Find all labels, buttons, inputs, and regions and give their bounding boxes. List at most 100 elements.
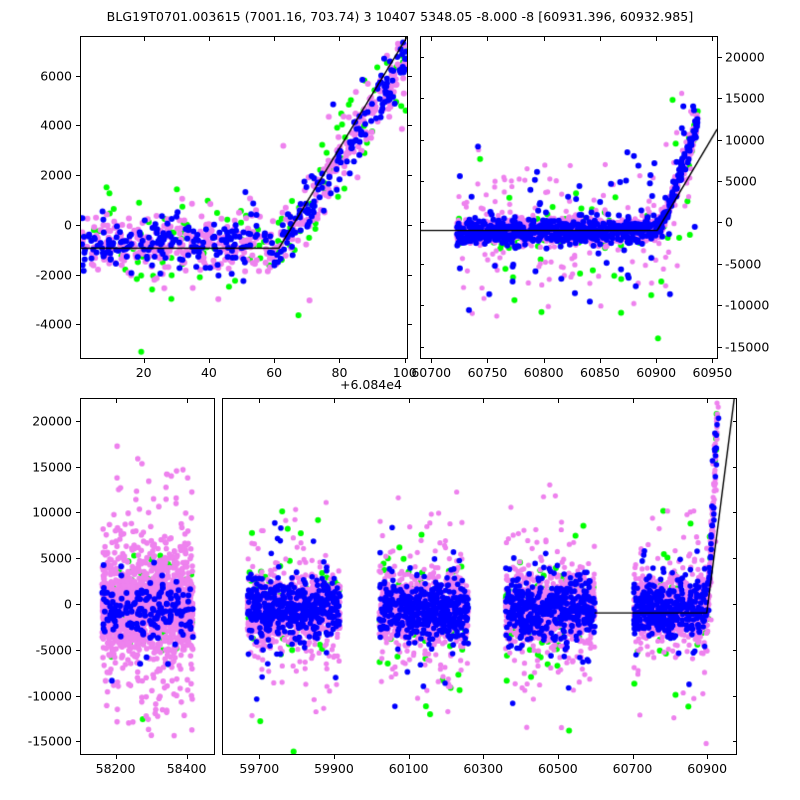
y-tick-label-top-right: -10000	[725, 297, 770, 313]
y-axis-tick	[76, 741, 80, 743]
x-tick-label-bottom: 60700	[612, 761, 653, 776]
y-axis-tick	[76, 603, 80, 605]
y-axis-tick	[718, 98, 722, 100]
x-axis-tick	[632, 399, 634, 403]
y-tick-label-top-left: 6000	[40, 68, 72, 84]
x-axis-tick	[656, 37, 658, 41]
x-tick-label-bottom: 60300	[463, 761, 504, 776]
x-tick-label-top-right: 60950	[692, 365, 733, 380]
x-axis-tick	[543, 359, 545, 363]
x-tick-label-top-left: 20	[135, 365, 152, 380]
x-axis-tick	[487, 359, 489, 363]
x-tick-label-bottom: 59900	[314, 761, 354, 776]
x-axis-tick	[408, 755, 410, 759]
x-tick-label-top-left: 60	[266, 365, 283, 380]
x-axis-tick	[557, 755, 559, 759]
scatter-canvas-bottom-early	[81, 399, 214, 754]
y-tick-label-bottom: 5000	[40, 550, 72, 566]
x-axis-tick	[274, 37, 276, 41]
x-axis-tick	[186, 399, 188, 403]
y-axis-tick	[420, 346, 424, 348]
x-tick-label-bottom: 58200	[95, 761, 136, 776]
x-axis-tick	[632, 755, 634, 759]
x-tick-label-top-right: 60900	[636, 365, 677, 380]
x-axis-tick	[115, 755, 117, 759]
x-tick-label-top-right: 60700	[411, 365, 452, 380]
y-axis-tick	[733, 466, 737, 468]
x-axis-tick	[186, 755, 188, 759]
y-tick-label-top-right: 20000	[725, 49, 765, 65]
x-axis-tick	[487, 37, 489, 41]
y-axis-tick	[76, 125, 80, 127]
y-axis-tick	[76, 558, 80, 560]
y-tick-label-top-right: 0	[725, 214, 733, 230]
y-tick-label-top-left: -2000	[35, 267, 72, 283]
x-axis-tick	[557, 399, 559, 403]
x-axis-tick	[712, 359, 714, 363]
y-axis-tick	[408, 224, 412, 226]
y-axis-tick	[76, 175, 80, 177]
y-axis-tick	[420, 56, 424, 58]
y-tick-label-top-left: 4000	[40, 117, 72, 133]
y-axis-tick	[420, 139, 424, 141]
x-axis-tick	[404, 37, 406, 41]
y-tick-label-top-left: 0	[64, 217, 72, 233]
x-axis-tick	[404, 359, 406, 363]
x-tick-label-bottom: 58400	[166, 761, 207, 776]
y-axis-tick	[718, 139, 722, 141]
panel-bottom-segment-late[interactable]	[222, 398, 737, 755]
y-axis-tick	[76, 695, 80, 697]
y-axis-tick	[718, 346, 722, 348]
x-axis-tick	[712, 37, 714, 41]
y-axis-tick	[733, 512, 737, 514]
y-axis-tick	[76, 75, 80, 77]
y-tick-label-top-right: -5000	[725, 256, 762, 272]
x-tick-label-bottom: 59700	[239, 761, 280, 776]
x-axis-tick	[408, 399, 410, 403]
x-axis-tick	[599, 359, 601, 363]
x-axis-tick	[707, 399, 709, 403]
y-axis-tick	[408, 324, 412, 326]
y-tick-label-bottom: -10000	[27, 688, 72, 703]
y-axis-tick	[718, 222, 722, 224]
x-axis-tick	[431, 37, 433, 41]
panel-bottom-segment-early[interactable]	[80, 398, 215, 755]
x-tick-label-top-right: 60850	[580, 365, 620, 380]
y-axis-tick	[420, 180, 424, 182]
y-axis-tick	[718, 305, 722, 307]
y-axis-tick	[76, 649, 80, 651]
y-axis-tick	[718, 56, 722, 58]
x-axis-tick	[274, 359, 276, 363]
x-tick-label-top-left: 40	[200, 365, 217, 380]
y-tick-label-bottom: 15000	[32, 459, 72, 475]
x-axis-tick	[259, 755, 261, 759]
x-axis-tick	[115, 399, 117, 403]
x-axis-tick	[707, 755, 709, 759]
x-axis-tick	[431, 359, 433, 363]
x-tick-label-top-left: 100	[392, 365, 417, 380]
y-axis-tick	[733, 603, 737, 605]
x-axis-tick	[208, 359, 210, 363]
y-tick-label-top-right: 15000	[725, 90, 765, 106]
y-axis-tick	[733, 558, 737, 560]
y-axis-tick	[408, 125, 412, 127]
y-tick-label-bottom: 0	[64, 596, 72, 612]
y-axis-tick	[733, 649, 737, 651]
x-tick-label-top-left: 80	[331, 365, 348, 380]
panel-top-left-zoom[interactable]	[80, 36, 408, 359]
y-tick-label-bottom: -15000	[27, 733, 72, 749]
y-axis-tick	[718, 180, 722, 182]
y-axis-tick	[733, 695, 737, 697]
y-axis-tick	[76, 324, 80, 326]
y-axis-tick	[76, 224, 80, 226]
x-axis-tick	[333, 399, 335, 403]
y-tick-label-bottom: 20000	[32, 413, 72, 429]
x-axis-tick	[259, 399, 261, 403]
y-tick-label-top-right: 5000	[725, 173, 757, 189]
x-axis-tick	[208, 37, 210, 41]
x-axis-tick	[483, 755, 485, 759]
y-axis-tick	[420, 263, 424, 265]
panel-top-right-season[interactable]	[420, 36, 718, 359]
scatter-canvas-bottom-late	[223, 399, 736, 754]
